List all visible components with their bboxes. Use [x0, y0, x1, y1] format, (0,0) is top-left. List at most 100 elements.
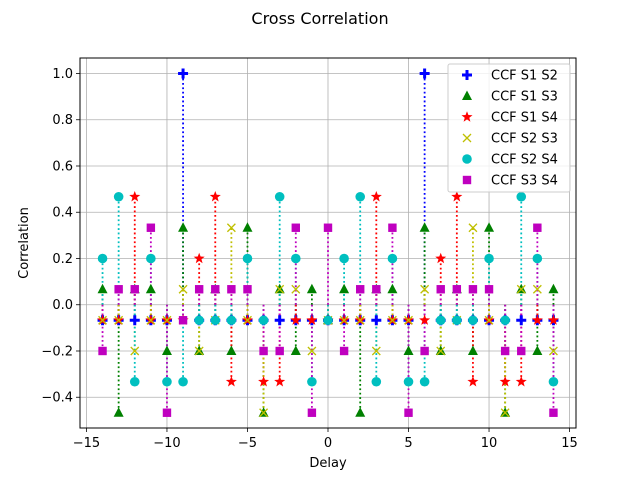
x-tick-label: 10: [481, 436, 498, 451]
ccf-s2-s4-point: [323, 315, 333, 326]
ccf-s2-s3-point: [291, 284, 301, 294]
ccf-s1-s4-point: [258, 375, 270, 387]
ccf-s2-s4-point: [97, 253, 108, 264]
ccf-s2-s4-point: [274, 191, 285, 202]
ccf-s3-s4-point: [227, 285, 236, 294]
legend-entries: CCF S1 S2 CCF S1 S3 CCF S1 S4 CCF S2 S3 CCF …: [461, 69, 558, 189]
legend-label-ccf-s1-s2: CCF S1 S2: [491, 69, 558, 84]
ccf-s2-s4-point: [548, 376, 559, 387]
ccf-s2-s4-point: [129, 376, 140, 387]
ccf-s2-s4-point: [210, 315, 221, 326]
ccf-s1-s4-point: [451, 190, 463, 202]
ccf-s1-s4-point: [209, 190, 221, 202]
x-tick-label: −15: [73, 436, 100, 451]
y-tick-label: 1.0: [52, 67, 73, 82]
ccf-s3-s4-point: [517, 346, 526, 356]
y-tick-label: −0.2: [41, 344, 73, 359]
ccf-s2-s3-point: [194, 346, 204, 356]
ccf-s2-s3-point: [532, 284, 542, 294]
legend-item-ccf-s1-s3: CCF S1 S3: [462, 90, 558, 105]
legend-marker-ccf-s2-s3: [462, 133, 472, 143]
ccf-s1-s2-point: [178, 68, 189, 79]
ccf-s1-s4-point: [306, 314, 318, 325]
ccf-s2-s3-point: [130, 346, 140, 356]
ccf-s3-s4-point: [404, 408, 413, 417]
ccf-s1-s3-point: [339, 283, 350, 294]
y-tick-label: 0.8: [52, 113, 73, 128]
y-tick-label: 0.4: [52, 206, 73, 221]
ccf-s1-s4-point: [515, 375, 527, 387]
ccf-s2-s3-point: [516, 284, 526, 294]
ccf-s3-s4-point: [533, 223, 542, 232]
ccf-s3-s4-point: [323, 223, 333, 232]
legend-box: [447, 63, 571, 193]
ccf-s2-s3-point: [339, 315, 349, 325]
ccf-s1-s4-point: [290, 314, 302, 325]
ccf-s2-s3-point: [146, 315, 156, 325]
ccf-s1-s4-point: [499, 375, 511, 387]
ccf-s1-s3-point: [484, 222, 495, 232]
ccf-s3-s4-point: [178, 316, 188, 325]
ccf-s2-s4-point: [113, 191, 124, 202]
ccf-s3-s4-point: [388, 223, 397, 232]
legend-marker-ccf-s1-s2: [462, 70, 472, 80]
ccf-s3-s4-point: [291, 223, 300, 232]
ccf-s1-s2-point: [516, 315, 527, 326]
ccf-s2-s4-point: [146, 253, 156, 264]
ccf-s2-s4-point: [178, 376, 188, 387]
ccf-s2-s4-point: [516, 191, 527, 202]
x-tick-label: −10: [153, 436, 180, 451]
legend-label-ccf-s3-s4: CCF S3 S4: [491, 174, 558, 189]
ccf-s1-s4-point: [435, 252, 447, 264]
ccf-s1-s4-point: [274, 375, 286, 387]
x-tick-label: −5: [238, 436, 257, 451]
ccf-s1-s3-point: [355, 407, 366, 417]
ccf-s2-s3-point: [114, 315, 124, 325]
ccf-s1-s3-point: [467, 345, 478, 355]
ccf-s3-s4-point: [98, 346, 107, 356]
legend-item-ccf-s2-s4: CCF S2 S4: [462, 153, 558, 168]
ccf-s1-s4-point: [547, 314, 559, 325]
ccf-s3-s4-point: [307, 408, 317, 417]
ccf-s2-s3-point: [371, 346, 381, 356]
ccf-s3-s4-point: [468, 285, 478, 294]
ccf-s2-s4-point: [290, 253, 301, 264]
y-tick-label: −0.4: [41, 391, 73, 406]
ccf-s2-s4-point: [500, 315, 510, 326]
ccf-s1-s4-point: [467, 375, 479, 387]
ccf-s3-s4-point: [484, 285, 494, 294]
ccf-s1-s3-point: [548, 283, 559, 294]
chart-title: Cross Correlation: [251, 9, 388, 28]
y-tick-label: 0.0: [52, 298, 73, 313]
ccf-s2-s4-point: [307, 376, 317, 387]
ccf-s2-s3-point: [484, 315, 494, 325]
ccf-s2-s4-point: [339, 253, 349, 264]
ccf-s2-s3-point: [243, 315, 252, 325]
ccf-s2-s4-point: [452, 315, 462, 326]
legend-marker-ccf-s1-s3: [462, 90, 472, 100]
ccf-s3-s4-point: [500, 346, 510, 356]
legend-label-ccf-s2-s4: CCF S2 S4: [491, 153, 558, 168]
ccf-s2-s3-point: [226, 223, 236, 233]
ccf-s1-s3-point: [403, 345, 414, 355]
ccf-s2-s4-point: [162, 376, 172, 387]
x-axis-label: Delay: [309, 456, 347, 471]
axis-ticks: −15 −10 −5 0 5 10 15 −0.4 −0.2 0.0 0.2 0.4 0.6 0.8 1.0: [41, 67, 577, 451]
ccf-s1-s4-point: [193, 252, 205, 264]
data-markers: [97, 68, 559, 418]
legend-label-ccf-s1-s4: CCF S1 S4: [491, 111, 558, 126]
ccf-s3-s4-point: [114, 285, 123, 294]
ccf-s1-s3-point: [419, 222, 430, 232]
ccf-s3-s4-point: [130, 285, 139, 294]
ccf-s1-s3-point: [178, 222, 189, 232]
y-tick-label: 0.6: [52, 159, 73, 174]
ccf-s2-s4-point: [468, 315, 478, 326]
ccf-s2-s3-point: [404, 315, 413, 325]
y-tick-label: 0.2: [52, 252, 73, 267]
ccf-s3-s4-point: [549, 408, 558, 417]
ccf-s1-s3-point: [113, 407, 124, 417]
legend-marker-ccf-s3-s4: [462, 175, 472, 185]
ccf-s1-s3-point: [306, 283, 317, 294]
x-tick-label: 15: [561, 436, 578, 451]
